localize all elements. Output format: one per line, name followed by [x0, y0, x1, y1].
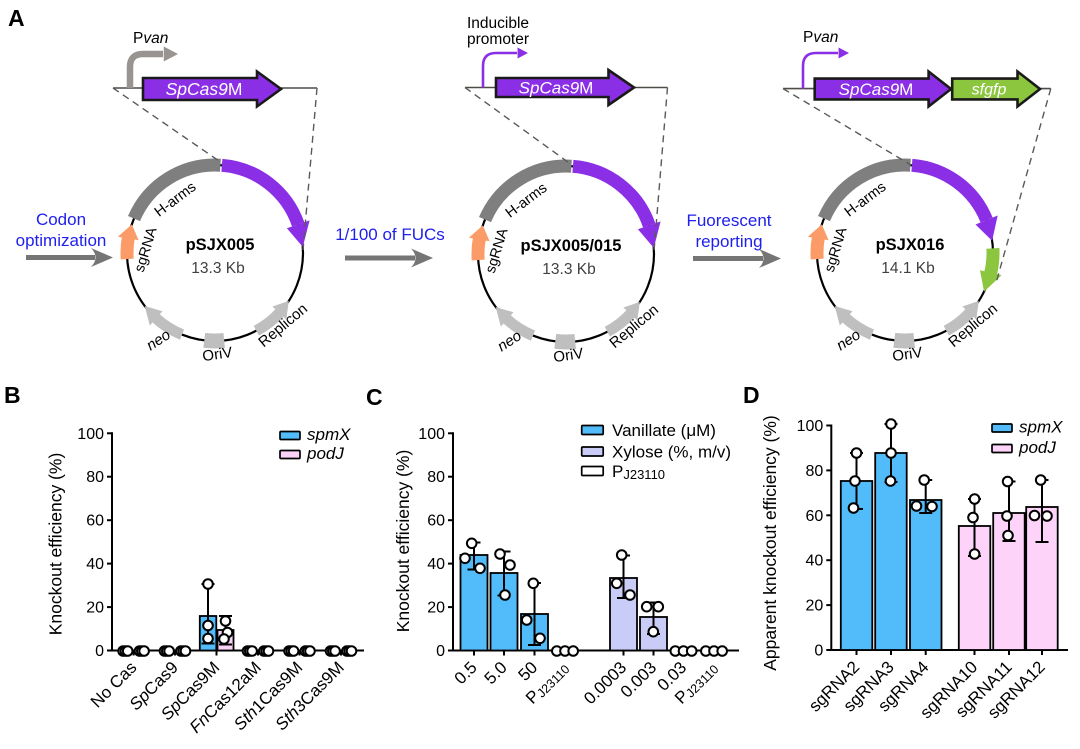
svg-text:Apparent knockout efficiency (: Apparent knockout efficiency (%)	[760, 415, 780, 671]
svg-text:OriV: OriV	[552, 345, 584, 366]
svg-text:60: 60	[86, 513, 104, 530]
svg-text:60: 60	[427, 513, 445, 530]
svg-text:Xylose (%, m/v): Xylose (%, m/v)	[612, 443, 731, 462]
svg-text:SpCas9M: SpCas9M	[166, 79, 243, 99]
svg-text:14.1 Kb: 14.1 Kb	[881, 260, 934, 277]
svg-text:80: 80	[86, 469, 104, 486]
svg-text:40: 40	[806, 553, 824, 570]
svg-text:podJ: podJ	[1018, 438, 1056, 457]
svg-text:sfgfp: sfgfp	[972, 81, 1007, 98]
svg-text:podJ: podJ	[306, 444, 344, 463]
svg-text:pSJX005/015: pSJX005/015	[521, 237, 622, 255]
svg-text:Pvan: Pvan	[803, 29, 838, 46]
svg-text:20: 20	[806, 598, 824, 615]
svg-text:PJ23110: PJ23110	[612, 462, 665, 482]
svg-text:20: 20	[86, 600, 104, 617]
svg-text:SpCas9M: SpCas9M	[519, 78, 594, 97]
svg-text:0: 0	[436, 643, 445, 660]
svg-text:optimization: optimization	[16, 231, 107, 250]
svg-text:OriV: OriV	[891, 344, 923, 365]
svg-text:A: A	[8, 5, 25, 31]
svg-text:D: D	[743, 382, 760, 408]
svg-text:pSJX016: pSJX016	[876, 236, 945, 254]
svg-text:Vanillate (μM): Vanillate (μM)	[612, 421, 716, 440]
svg-text:Knockout efficiency (%): Knockout efficiency (%)	[46, 453, 66, 636]
svg-text:promoter: promoter	[467, 31, 529, 48]
svg-text:13.3 Kb: 13.3 Kb	[542, 261, 595, 278]
svg-text:100: 100	[797, 418, 824, 435]
svg-text:80: 80	[427, 469, 445, 486]
svg-text:0: 0	[95, 643, 104, 660]
svg-text:100: 100	[77, 426, 104, 443]
svg-text:0: 0	[814, 643, 823, 660]
svg-text:Pvan: Pvan	[133, 30, 168, 47]
svg-text:40: 40	[427, 556, 445, 573]
svg-text:C: C	[366, 384, 383, 410]
svg-text:OriV: OriV	[201, 344, 233, 365]
svg-text:pSJX005: pSJX005	[186, 236, 255, 254]
svg-text:100: 100	[418, 426, 445, 443]
svg-text:60: 60	[806, 508, 824, 525]
svg-text:40: 40	[86, 556, 104, 573]
svg-text:Knockout efficiency (%): Knockout efficiency (%)	[393, 450, 413, 633]
svg-text:80: 80	[806, 463, 824, 480]
svg-text:Inducible: Inducible	[467, 15, 529, 32]
svg-text:B: B	[4, 382, 21, 408]
svg-text:SpCas9M: SpCas9M	[839, 80, 914, 99]
svg-text:Fuorescent: Fuorescent	[686, 211, 771, 230]
svg-text:spmX: spmX	[307, 425, 351, 444]
svg-text:20: 20	[427, 600, 445, 617]
svg-text:reporting: reporting	[695, 232, 762, 251]
svg-text:spmX: spmX	[1019, 418, 1063, 437]
svg-text:13.3 Kb: 13.3 Kb	[191, 260, 244, 277]
svg-text:1/100 of FUCs: 1/100 of FUCs	[335, 225, 445, 244]
svg-text:Codon: Codon	[36, 210, 86, 229]
